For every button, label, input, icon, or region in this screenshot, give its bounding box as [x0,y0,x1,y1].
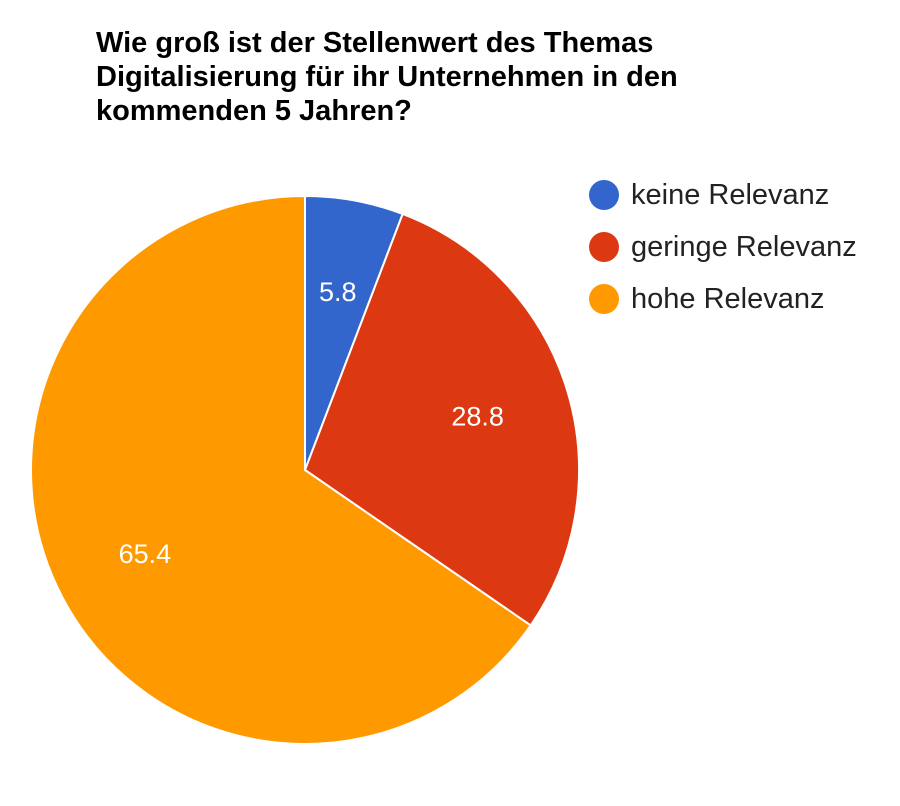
slice-value-label-3: 65.4 [119,539,172,569]
legend-swatch-1 [589,180,619,210]
pie-slices [30,194,580,745]
legend-label-3: hohe Relevanz [631,283,824,315]
legend: keine Relevanz geringe Relevanz hohe Relev… [589,179,857,315]
pie-slice-2 [303,212,580,627]
legend-label-1: keine Relevanz [631,179,829,211]
legend-swatch-2 [589,232,619,262]
pie-slice-3 [30,194,533,745]
chart-title: Wie groß ist der Stellenwert des Themas … [96,27,678,127]
legend-swatch-3 [589,284,619,314]
slice-value-label-1: 5.8 [319,277,357,307]
pie-value-labels: 5.8 28.8 65.4 [119,277,504,569]
slice-value-label-2: 28.8 [451,401,504,431]
legend-label-2: geringe Relevanz [631,231,857,263]
